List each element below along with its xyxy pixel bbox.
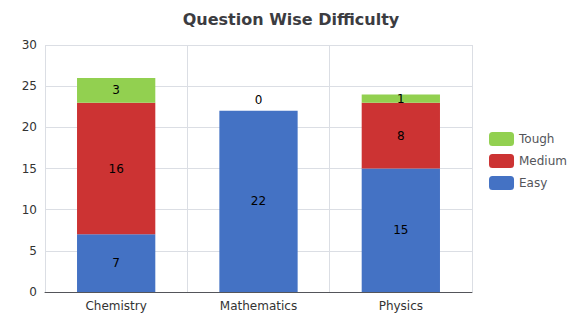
- svg-text:8: 8: [397, 129, 405, 143]
- svg-text:Mathematics: Mathematics: [220, 299, 297, 313]
- svg-text:30: 30: [22, 38, 37, 52]
- svg-text:7: 7: [112, 256, 120, 270]
- svg-text:Question Wise Difficulty: Question Wise Difficulty: [183, 10, 400, 29]
- svg-text:16: 16: [109, 162, 124, 176]
- svg-text:0: 0: [255, 93, 263, 107]
- svg-text:1: 1: [397, 92, 405, 106]
- svg-text:3: 3: [112, 83, 120, 97]
- svg-text:Chemistry: Chemistry: [85, 299, 146, 313]
- svg-text:Tough: Tough: [518, 132, 554, 146]
- svg-text:25: 25: [22, 79, 37, 93]
- svg-text:15: 15: [393, 223, 408, 237]
- svg-text:Physics: Physics: [379, 299, 423, 313]
- svg-text:Easy: Easy: [519, 176, 547, 190]
- svg-text:20: 20: [22, 120, 37, 134]
- svg-text:10: 10: [22, 203, 37, 217]
- svg-text:5: 5: [29, 244, 37, 258]
- svg-text:15: 15: [22, 162, 37, 176]
- svg-text:Medium: Medium: [519, 154, 567, 168]
- svg-text:0: 0: [29, 285, 37, 299]
- svg-text:22: 22: [251, 194, 266, 208]
